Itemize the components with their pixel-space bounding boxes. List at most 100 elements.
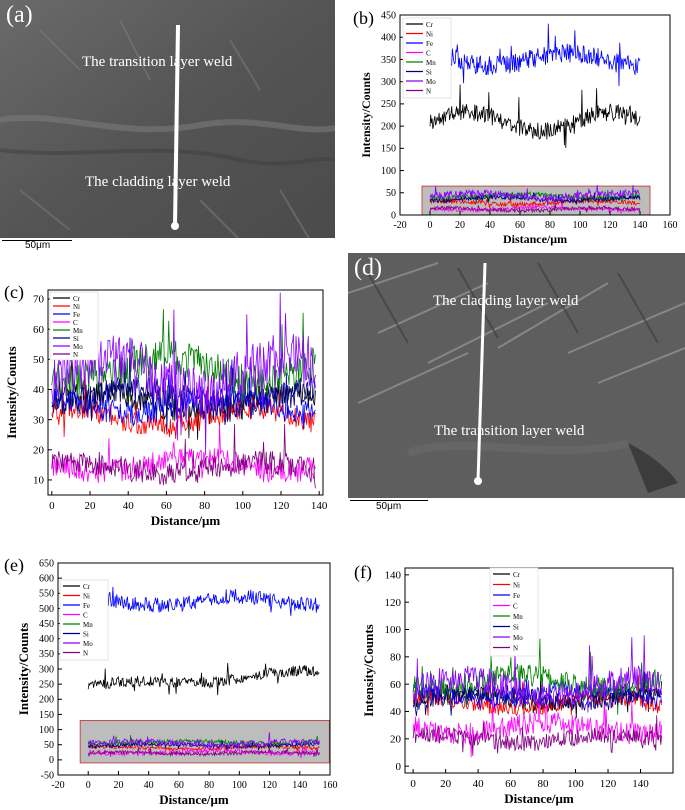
y-tick-label: -50 bbox=[41, 770, 54, 781]
legend-item: N bbox=[83, 650, 88, 658]
series-line-n bbox=[429, 203, 641, 214]
x-tick-label: 20 bbox=[440, 778, 452, 790]
y-tick-label: 600 bbox=[39, 573, 54, 584]
y-tick-label: 650 bbox=[39, 558, 54, 569]
series-line-ni bbox=[87, 740, 320, 752]
y-tick-label: 60 bbox=[390, 679, 402, 691]
panel-label: (e) bbox=[4, 555, 24, 576]
x-tick-label: 140 bbox=[311, 500, 328, 512]
x-tick-label: 20 bbox=[455, 220, 465, 231]
x-axis-label: Distance/μm bbox=[504, 791, 574, 806]
x-tick-label: 80 bbox=[199, 500, 211, 512]
y-tick-label: 0 bbox=[396, 761, 402, 773]
y-tick-label: 10 bbox=[33, 475, 45, 487]
x-tick-label: 120 bbox=[603, 220, 618, 231]
y-tick-label: 200 bbox=[39, 695, 54, 706]
series-line-mo bbox=[429, 185, 641, 206]
plot-frame bbox=[47, 289, 324, 496]
y-tick-label: 0 bbox=[49, 755, 54, 766]
legend-item: Mn bbox=[83, 621, 93, 629]
x-tick-label: 0 bbox=[86, 780, 91, 791]
line-scan-end-d bbox=[474, 477, 482, 485]
y-tick-label: 30 bbox=[33, 414, 45, 426]
legend-item: N bbox=[73, 351, 78, 359]
legend-item: Ni bbox=[426, 31, 433, 39]
series-line-cr bbox=[87, 662, 320, 696]
series-line-si bbox=[412, 671, 662, 716]
y-tick-label: 250 bbox=[381, 99, 396, 110]
x-tick-label: 80 bbox=[204, 780, 214, 791]
x-tick-label: 120 bbox=[273, 500, 290, 512]
x-tick-label: 60 bbox=[505, 778, 517, 790]
series-line-fe bbox=[87, 586, 320, 616]
x-tick-label: 20 bbox=[85, 500, 97, 512]
legend-item: Mn bbox=[426, 59, 436, 67]
x-tick-label: 160 bbox=[663, 220, 678, 231]
series-line-mn bbox=[412, 638, 662, 715]
y-tick-label: 50 bbox=[44, 740, 54, 751]
series-line-n bbox=[87, 747, 320, 757]
legend-item: Mo bbox=[83, 640, 93, 648]
x-tick-label: 160 bbox=[323, 780, 338, 791]
series-line-mo bbox=[87, 732, 320, 750]
scale-label-a: 50μm bbox=[25, 240, 51, 250]
y-tick-label: 120 bbox=[385, 597, 402, 609]
x-tick-label: 80 bbox=[538, 778, 550, 790]
y-tick-label: 20 bbox=[33, 444, 45, 456]
x-axis-label: Distance/μm bbox=[151, 513, 221, 528]
legend-item: Ni bbox=[513, 582, 520, 590]
legend-box bbox=[49, 291, 99, 361]
legend-item: Mn bbox=[73, 327, 83, 335]
sem-image-d: (d) The cladding layer weld The transiti… bbox=[348, 253, 685, 515]
y-tick-label: 150 bbox=[381, 144, 396, 155]
y-tick-label: 300 bbox=[39, 664, 54, 675]
legend-item: N bbox=[513, 645, 518, 653]
y-tick-label: 550 bbox=[39, 589, 54, 600]
x-tick-label: 140 bbox=[632, 778, 649, 790]
series-line-fe bbox=[429, 23, 641, 87]
series-line-mo bbox=[412, 635, 662, 713]
series-line-si bbox=[429, 191, 641, 205]
panel-label: (c) bbox=[4, 282, 24, 303]
legend-item: Mn bbox=[513, 613, 523, 621]
legend-item: C bbox=[73, 319, 78, 327]
panel-label-a: (a) bbox=[6, 2, 33, 28]
legend-item: Fe bbox=[426, 40, 433, 48]
scale-label-d: 50μm bbox=[376, 501, 402, 512]
series-line-n bbox=[51, 424, 316, 489]
x-tick-label: -20 bbox=[51, 780, 64, 791]
x-tick-label: 60 bbox=[174, 780, 184, 791]
y-tick-label: 140 bbox=[385, 570, 402, 582]
legend-item: Cr bbox=[513, 571, 521, 579]
x-tick-label: 0 bbox=[410, 778, 416, 790]
x-tick-label: 40 bbox=[144, 780, 154, 791]
legend-item: Si bbox=[513, 624, 519, 632]
y-axis-label: Intensity/Counts bbox=[4, 346, 19, 438]
legend-item: Ni bbox=[83, 593, 90, 601]
chart-c: 0 20 40 60 80 100 120 140 10 20 30 40 50 60 70 Distance… bbox=[4, 282, 328, 528]
series-line-c bbox=[51, 424, 316, 484]
legend-item: Mo bbox=[73, 343, 83, 351]
panel-label: (f) bbox=[354, 562, 372, 583]
x-axis-label: Distance/μm bbox=[503, 232, 567, 246]
sem-texture-d bbox=[348, 253, 685, 515]
line-scan-d bbox=[476, 262, 487, 482]
y-tick-label: 0 bbox=[391, 210, 396, 221]
x-tick-label: 40 bbox=[485, 220, 495, 231]
y-axis-label: Intensity/Counts bbox=[359, 72, 373, 158]
sem-text-top-d: The cladding layer weld bbox=[433, 293, 579, 309]
chart-e: -20 0 20 40 60 80 100 120 140 160 -50 0 50 100 150 200 2… bbox=[4, 555, 338, 807]
x-tick-label: 60 bbox=[515, 220, 525, 231]
y-tick-label: 40 bbox=[390, 706, 402, 718]
series-line-c bbox=[430, 202, 641, 215]
sem-texture-a bbox=[0, 0, 335, 250]
y-tick-label: 50 bbox=[386, 188, 396, 199]
y-tick-label: 400 bbox=[381, 33, 396, 44]
series-line-n bbox=[412, 715, 662, 756]
series-line-mn bbox=[429, 189, 641, 204]
panel-label: (b) bbox=[353, 8, 374, 29]
